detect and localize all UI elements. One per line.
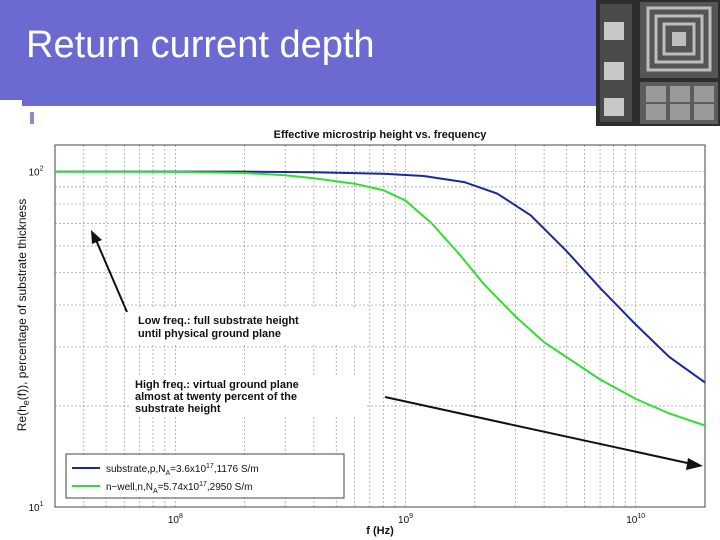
annotation-high-freq: High freq.: virtual ground plane almost … <box>130 376 703 470</box>
x-tick-label-1e8: 108 <box>168 513 183 526</box>
y-tick-labels: 102 101 <box>28 166 43 514</box>
annotation-high-freq-arrow <box>384 396 693 465</box>
annotation-high-freq-arrowhead <box>686 458 703 470</box>
annotation-low-freq-line2: until physical ground plane <box>138 328 281 340</box>
series-substrate-line <box>55 170 706 384</box>
y-tick-label-10: 101 <box>28 501 43 514</box>
chart-title: Effective microstrip height vs. frequenc… <box>274 129 488 141</box>
y-tick-label-100: 102 <box>28 166 43 179</box>
annotation-low-freq: Low freq.: full substrate height until p… <box>91 230 366 344</box>
legend: substrate,p,NA=3.6x1017,1176 S/m n−well,… <box>65 453 345 499</box>
x-tick-label-1e9: 109 <box>398 513 413 526</box>
x-tick-label-1e10: 1010 <box>626 513 645 526</box>
slide-title: Return current depth <box>26 24 375 66</box>
plot-frame <box>54 144 706 508</box>
x-tick-labels: 108 109 1010 <box>168 513 645 526</box>
annotation-high-freq-line2: almost at twenty percent of the <box>135 391 297 403</box>
legend-label-nwell: n−well,n,NA=5.74x1017,2950 S/m <box>106 481 252 495</box>
series-lines <box>54 170 706 427</box>
annotation-high-freq-line3: substrate height <box>135 403 221 415</box>
chip-photo-graphic <box>596 0 720 126</box>
chart-figure: Effective microstrip height vs. frequenc… <box>15 129 706 537</box>
chip-photo-image <box>596 0 720 126</box>
annotation-high-freq-line1: High freq.: virtual ground plane <box>135 379 299 391</box>
legend-label-substrate: substrate,p,NA=3.6x1017,1176 S/m <box>106 463 259 477</box>
annotation-low-freq-arrow <box>95 239 128 313</box>
annotation-low-freq-arrowhead <box>91 230 102 244</box>
bullet-marker <box>30 112 34 124</box>
title-underline <box>22 100 720 106</box>
series-nwell-line <box>54 170 706 427</box>
legend-box <box>65 453 345 499</box>
y-axis-label: Re(he(f)), percentage of substrate thick… <box>15 199 31 431</box>
annotation-low-freq-line1: Low freq.: full substrate height <box>138 315 299 327</box>
x-axis-label: f (Hz) <box>366 525 394 537</box>
